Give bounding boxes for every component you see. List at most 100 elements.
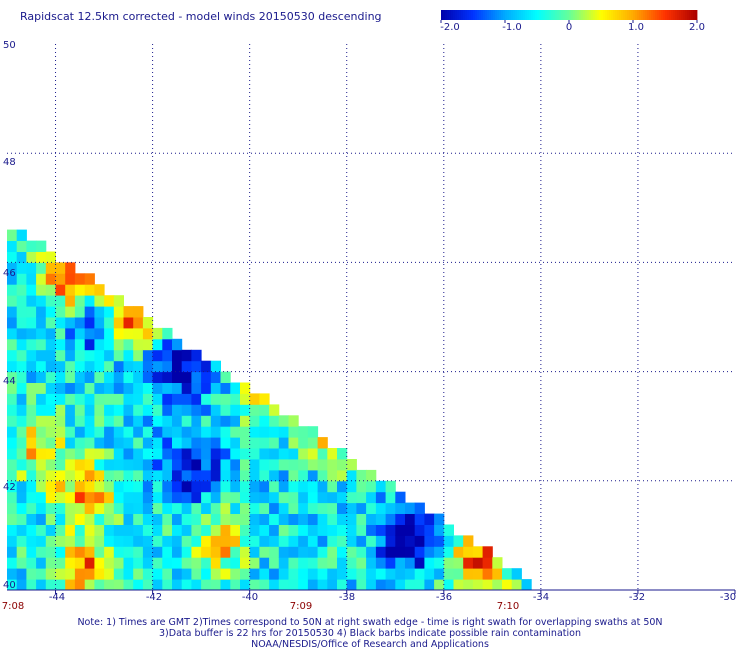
wind-cell [94,284,105,296]
wind-cell [288,415,299,427]
wind-cell [7,251,18,263]
wind-cell [288,513,299,525]
wind-cell [74,327,86,340]
colorbar-segment [655,10,658,20]
wind-cell [317,480,328,493]
wind-cell [259,459,270,471]
wind-cell [16,524,27,536]
wind-cell [133,459,144,471]
colorbar-segment [665,10,668,20]
wind-cell [162,404,173,416]
colorbar-segment [659,10,662,20]
wind-cell [307,579,319,591]
wind-cell [424,513,435,525]
wind-cell [220,459,231,471]
wind-cell [74,568,86,580]
wind-cell [142,338,154,351]
wind-cell [94,426,105,438]
wind-cell [36,480,47,493]
wind-cell [385,524,396,536]
wind-cell [405,513,416,525]
plot-frame [7,589,736,594]
wind-cell [133,415,144,427]
wind-cell [152,469,163,482]
wind-cell [55,437,66,449]
wind-cell [7,415,18,427]
wind-cell [424,568,435,580]
wind-cell [36,382,47,394]
wind-cell [249,393,260,405]
wind-cell [45,415,56,427]
colorbar-segment [607,10,610,20]
wind-cell [65,546,76,558]
wind-cell [395,502,406,514]
wind-cell [327,524,338,536]
wind-cell [84,273,95,285]
wind-cell [317,546,328,558]
colorbar-segment [479,10,482,20]
wind-cell [162,382,173,394]
wind-cell [298,480,309,493]
wind-cell [36,251,47,263]
wind-cell [414,524,425,536]
wind-cell [113,393,124,405]
wind-cell [482,579,493,591]
colorbar-segment [689,10,692,20]
wind-cell [36,469,47,482]
lon-tick-label: -34 [532,592,550,603]
wind-cell [16,568,27,580]
wind-cell [317,557,328,569]
wind-cell [346,491,357,504]
wind-cell [346,502,357,514]
wind-cell [26,360,37,373]
colorbar-segment [531,10,534,20]
wind-cell [366,568,377,580]
wind-cell [210,426,221,438]
wind-cell [346,557,357,569]
wind-cell [123,327,134,340]
wind-cell [259,557,270,569]
wind-cell [278,568,289,580]
wind-cell [7,469,18,482]
wind-cell [74,295,86,307]
wind-cell [26,568,37,580]
wind-cell [104,535,115,547]
wind-cell [259,502,270,514]
wind-cell [162,459,173,471]
wind-cell [210,579,221,591]
wind-cell [240,513,251,525]
wind-cell [152,393,163,405]
colorbar-segment [521,10,524,20]
colorbar-segment [643,10,646,20]
wind-cell [240,459,251,471]
wind-cell [356,568,367,580]
wind-cell [133,317,144,329]
wind-cell [269,491,280,504]
wind-difference-cells [7,229,532,591]
wind-cell [191,448,202,460]
wind-cell [259,469,270,482]
wind-cell [414,557,425,569]
wind-cell [74,317,86,329]
colorbar-segment [585,10,588,20]
wind-cell [443,546,454,558]
wind-cell [84,437,95,449]
wind-cell [104,524,115,536]
colorbar-segment [621,10,624,20]
wind-cell [74,371,86,383]
wind-cell [55,579,66,591]
wind-cell [327,579,338,591]
wind-cell [172,579,183,591]
wind-cell [123,382,134,394]
wind-cell [84,338,95,351]
wind-cell [172,568,183,580]
wind-cell [36,393,47,405]
wind-cell [269,579,280,591]
colorbar-segment [603,10,606,20]
wind-cell [259,568,270,580]
wind-cell [356,557,367,569]
note-line-2: 3)Data buffer is 22 hrs for 20150530 4) … [159,628,581,639]
wind-cell [249,480,260,493]
wind-cell [385,579,396,591]
wind-cell [26,251,37,263]
